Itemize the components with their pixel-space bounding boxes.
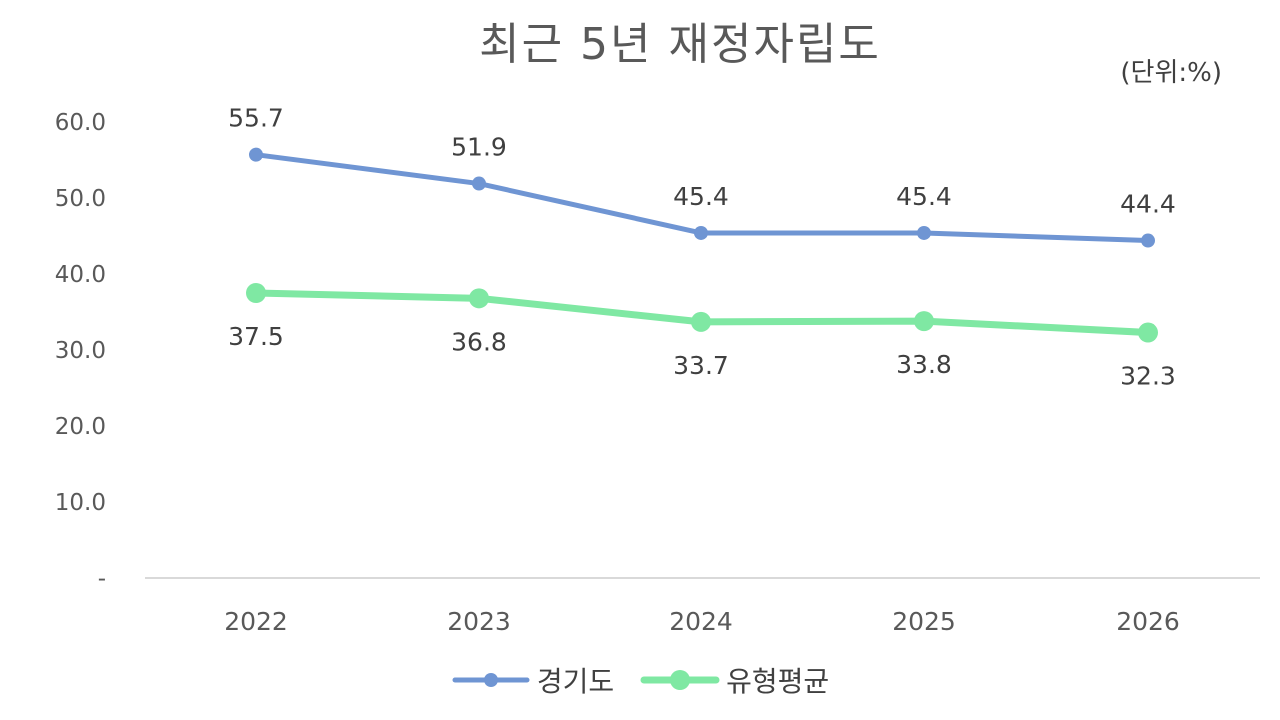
data-point-1 [914,311,934,332]
data-label: 51.9 [451,133,507,162]
data-label: 45.4 [896,182,952,211]
y-tick-label: - [98,566,106,592]
legend-item: 유형평균 [640,660,829,700]
chart-title: 최근 5년 재정자립도 [479,19,881,70]
data-point-1 [1138,322,1158,343]
x-tick-label: 2023 [447,607,511,636]
data-point-0 [917,225,931,240]
data-label: 33.8 [896,350,952,379]
x-tick-label: 2025 [892,607,956,636]
data-label: 33.7 [673,351,729,380]
unit-label: (단위:%) [1120,58,1222,88]
x-tick-label: 2026 [1116,607,1180,636]
data-point-0 [1141,233,1155,248]
data-label: 32.3 [1120,362,1176,391]
x-tick-label: 2022 [224,607,288,636]
legend-item: 경기도 [451,660,614,700]
legend-label: 유형평균 [726,665,830,698]
y-tick-label: 20.0 [55,414,106,440]
data-label: 37.5 [228,322,284,351]
legend: 경기도 유형평균 [0,660,1280,700]
legend-swatch [640,670,720,690]
data-label: 44.4 [1120,190,1176,219]
data-point-1 [469,288,489,309]
legend-label: 경기도 [536,665,615,698]
y-tick-label: 10.0 [55,490,106,516]
data-point-0 [249,147,263,162]
y-tick-label: 50.0 [55,186,106,212]
data-point-1 [691,311,711,332]
x-tick-label: 2024 [669,607,733,636]
y-tick-label: 40.0 [55,262,106,288]
y-tick-label: 30.0 [55,338,106,364]
data-point-0 [472,176,486,191]
data-point-0 [694,225,708,240]
data-label: 45.4 [673,182,729,211]
data-label: 36.8 [451,327,507,356]
data-label: 55.7 [228,104,284,133]
y-tick-label: 60.0 [55,110,106,136]
legend-swatch [452,673,530,687]
data-point-1 [246,283,266,303]
